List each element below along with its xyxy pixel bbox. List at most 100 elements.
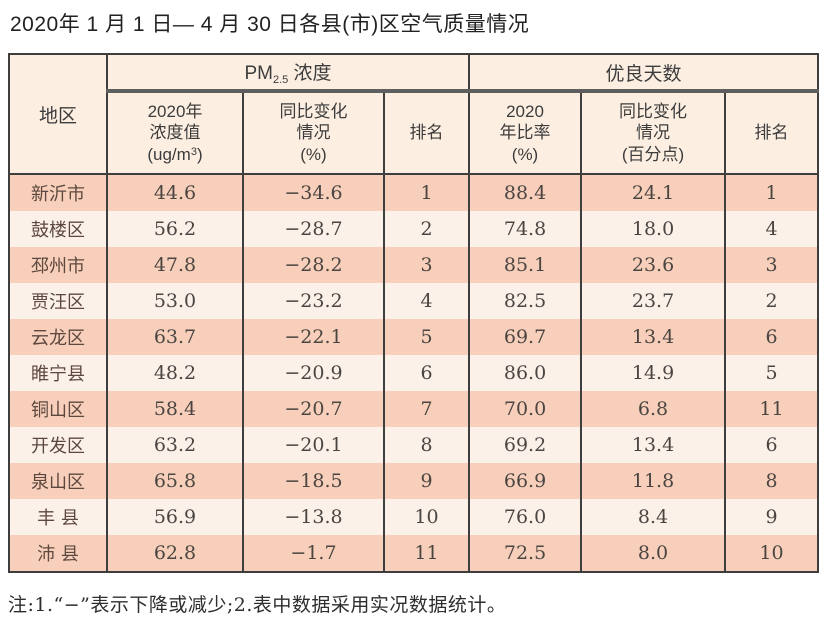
- cell-days-change: 23.6: [580, 247, 727, 284]
- cell-pm-rank: 3: [382, 247, 471, 284]
- cell-pm-change: −34.6: [242, 174, 385, 212]
- cell-days-rate: 69.7: [468, 319, 583, 356]
- cell-days-rank: 5: [724, 355, 820, 392]
- table-row: 泉山区 65.8 −18.5 9 66.9 11.8 8: [8, 463, 820, 500]
- table-row: 新沂市 44.6 −34.6 1 88.4 24.1 1: [8, 174, 820, 212]
- cell-pm-change: −18.5: [242, 463, 385, 500]
- cell-days-rate: 86.0: [468, 355, 583, 392]
- cell-pm-change: −1.7: [242, 535, 385, 573]
- cell-days-rate: 88.4: [468, 174, 583, 212]
- cell-pm-value: 48.2: [106, 355, 244, 392]
- cell-pm-value: 58.4: [106, 391, 244, 428]
- cell-pm-value: 65.8: [106, 463, 244, 500]
- cell-pm-rank: 1: [382, 174, 471, 212]
- cell-pm-value: 56.2: [106, 211, 244, 248]
- cell-days-rate: 69.2: [468, 427, 583, 464]
- air-quality-table: 地区 PM2.5 浓度 优良天数 2020年 浓度值 (ug/m3) 同比变化 …: [8, 53, 820, 574]
- cell-region: 沛 县: [8, 535, 108, 573]
- cell-pm-rank: 10: [382, 499, 471, 536]
- table-row: 贾汪区 53.0 −23.2 4 82.5 23.7 2: [8, 283, 820, 320]
- cell-region: 睢宁县: [8, 355, 108, 392]
- cell-days-rank: 10: [724, 535, 820, 573]
- cell-pm-rank: 2: [382, 211, 471, 248]
- cell-pm-rank: 6: [382, 355, 471, 392]
- cell-pm-rank: 5: [382, 319, 471, 356]
- cell-days-rank: 6: [724, 427, 820, 464]
- cell-pm-value: 44.6: [106, 174, 244, 212]
- cell-pm-rank: 7: [382, 391, 471, 428]
- pm-value-line2: 浓度值: [149, 123, 201, 143]
- col-group-good-days: 优良天数: [468, 54, 820, 94]
- col-header-pm-change: 同比变化 情况 (%): [242, 91, 385, 176]
- cell-days-rate: 85.1: [468, 247, 583, 284]
- pm-value-line1: 2020年: [147, 101, 203, 121]
- cell-pm-change: −23.2: [242, 283, 385, 320]
- cell-pm-value: 56.9: [106, 499, 244, 536]
- cell-days-rank: 4: [724, 211, 820, 248]
- cell-pm-value: 62.8: [106, 535, 244, 573]
- cell-days-change: 23.7: [580, 283, 727, 320]
- cell-region: 铜山区: [8, 391, 108, 428]
- header-group-row: 地区 PM2.5 浓度 优良天数: [8, 54, 820, 176]
- cell-days-change: 8.0: [580, 535, 727, 573]
- table-row: 丰 县 56.9 −13.8 10 76.0 8.4 9: [8, 499, 820, 536]
- cell-region: 贾汪区: [8, 283, 108, 320]
- cell-region: 邳州市: [8, 247, 108, 284]
- col-header-region: 地区: [8, 54, 108, 176]
- cell-days-rank: 11: [724, 391, 820, 428]
- pm25-label-subscript: 2.5: [272, 74, 289, 87]
- table-row: 睢宁县 48.2 −20.9 6 86.0 14.9 5: [8, 355, 820, 392]
- cell-days-rate: 76.0: [468, 499, 583, 536]
- cell-days-rate: 74.8: [468, 211, 583, 248]
- cell-days-rate: 72.5: [468, 535, 583, 573]
- cell-pm-change: −13.8: [242, 499, 385, 536]
- cell-pm-change: −28.7: [242, 211, 385, 248]
- cell-days-change: 6.8: [580, 391, 727, 428]
- cell-days-change: 13.4: [580, 427, 727, 464]
- cell-days-change: 11.8: [580, 463, 727, 500]
- cell-pm-change: −20.1: [242, 427, 385, 464]
- pm25-label-prefix: PM: [244, 63, 273, 85]
- col-header-pm-value: 2020年 浓度值 (ug/m3): [106, 91, 244, 176]
- page-title: 2020年 1 月 1 日— 4 月 30 日各县(市)区空气质量情况: [10, 13, 530, 36]
- cell-pm-rank: 8: [382, 427, 471, 464]
- cell-pm-value: 53.0: [106, 283, 244, 320]
- col-header-days-change: 同比变化 情况 (百分点): [580, 91, 727, 176]
- pm25-label-suffix: 浓度: [288, 63, 332, 85]
- cell-pm-change: −22.1: [242, 319, 385, 356]
- table-row: 邳州市 47.8 −28.2 3 85.1 23.6 3: [8, 247, 820, 284]
- col-header-days-rate: 2020 年比率 (%): [468, 91, 583, 176]
- pm-value-unit: (ug/m3): [147, 145, 203, 165]
- cell-pm-change: −28.2: [242, 247, 385, 284]
- cell-days-rank: 2: [724, 283, 820, 320]
- cell-days-change: 24.1: [580, 174, 727, 212]
- cell-days-rank: 1: [724, 174, 820, 212]
- table-body: 新沂市 44.6 −34.6 1 88.4 24.1 1 鼓楼区 56.2 −2…: [8, 174, 820, 573]
- cell-days-rank: 8: [724, 463, 820, 500]
- table-row: 云龙区 63.7 −22.1 5 69.7 13.4 6: [8, 319, 820, 356]
- cell-pm-change: −20.7: [242, 391, 385, 428]
- cell-pm-change: −20.9: [242, 355, 385, 392]
- cell-days-rate: 66.9: [468, 463, 583, 500]
- table-row: 开发区 63.2 −20.1 8 69.2 13.4 6: [8, 427, 820, 464]
- unit-superscript: 3: [190, 146, 197, 159]
- col-group-pm25: PM2.5 浓度: [105, 54, 471, 94]
- cell-region: 鼓楼区: [8, 211, 108, 248]
- cell-region: 丰 县: [8, 499, 108, 536]
- cell-pm-rank: 9: [382, 463, 471, 500]
- cell-days-change: 13.4: [580, 319, 727, 356]
- table-header: 地区 PM2.5 浓度 优良天数 2020年 浓度值 (ug/m3) 同比变化 …: [8, 54, 820, 176]
- cell-pm-value: 63.7: [106, 319, 244, 356]
- col-header-pm-rank: 排名: [382, 91, 471, 176]
- cell-region: 开发区: [8, 427, 108, 464]
- cell-pm-value: 63.2: [106, 427, 244, 464]
- cell-pm-rank: 4: [382, 283, 471, 320]
- cell-days-rate: 82.5: [468, 283, 583, 320]
- table-row: 鼓楼区 56.2 −28.7 2 74.8 18.0 4: [8, 211, 820, 248]
- cell-days-change: 18.0: [580, 211, 727, 248]
- cell-days-rank: 3: [724, 247, 820, 284]
- cell-days-change: 14.9: [580, 355, 727, 392]
- cell-days-rate: 70.0: [468, 391, 583, 428]
- col-header-days-rank: 排名: [724, 91, 820, 176]
